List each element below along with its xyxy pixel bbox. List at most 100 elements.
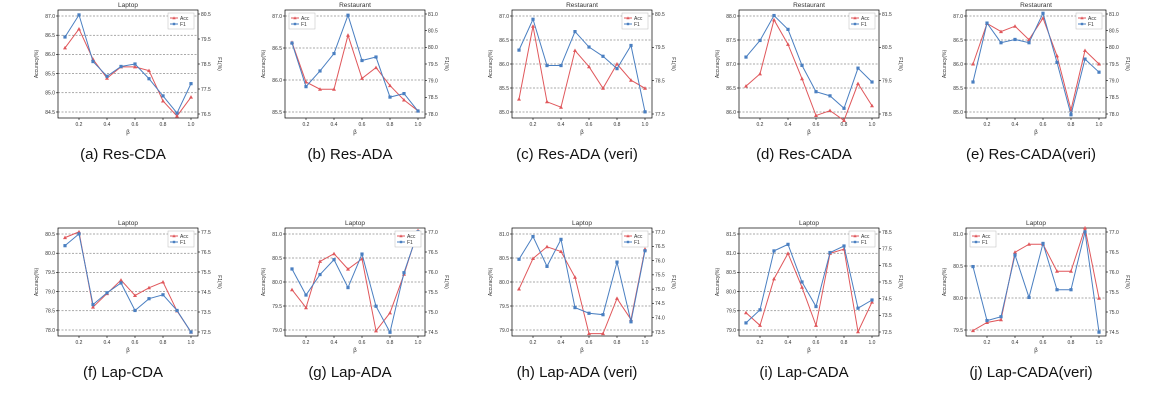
right-tick-label: 78.5 [882, 112, 892, 118]
subplot-caption: (e) Res-CADA(veri) [965, 146, 1096, 163]
x-tick-label: 0.4 [1012, 122, 1019, 128]
left-tick-label: 87.0 [272, 14, 282, 20]
data-point-f1 [1083, 230, 1087, 234]
legend-marker [626, 16, 630, 20]
data-point-acc [147, 68, 151, 73]
legend-label: F1 [634, 240, 640, 246]
legend-label: F1 [861, 240, 867, 246]
x-axis-label: β [353, 130, 357, 136]
right-tick-label: 75.5 [428, 290, 438, 296]
data-point-acc [1097, 296, 1101, 300]
data-point-f1 [559, 63, 563, 68]
left-tick-label: 79.5 [45, 270, 55, 276]
y-axis-label-right: F1(%) [443, 57, 449, 71]
series-line-f1 [64, 232, 192, 333]
x-tick-label: 0.8 [160, 122, 167, 128]
x-tick-label: 0.8 [387, 122, 394, 128]
data-point-f1 [91, 302, 95, 307]
data-point-f1 [133, 62, 137, 66]
data-point-f1 [1055, 288, 1059, 292]
data-point-f1 [999, 41, 1003, 45]
data-point-f1 [531, 234, 535, 239]
x-tick-label: 0.2 [76, 122, 83, 128]
data-point-f1 [573, 305, 577, 310]
series-line-acc [745, 248, 873, 334]
data-point-f1 [388, 95, 392, 99]
data-point-f1 [985, 21, 989, 25]
y-axis-label-right: F1(%) [216, 275, 222, 289]
left-tick-label: 85.0 [953, 110, 963, 116]
data-point-acc [999, 29, 1003, 34]
data-point-f1 [175, 111, 179, 115]
legend-label: Acc [982, 234, 991, 240]
data-point-acc [814, 113, 818, 118]
data-point-f1 [744, 55, 748, 59]
chart-title: Restaurant [339, 2, 371, 9]
right-tick-label: 79.5 [428, 62, 438, 68]
x-tick-label: 0.8 [1068, 340, 1075, 346]
x-tick-label: 1.0 [188, 122, 195, 128]
left-tick-label: 80.5 [499, 256, 509, 262]
data-point-acc [91, 305, 95, 309]
left-tick-label: 79.0 [272, 328, 282, 334]
right-tick-label: 74.5 [882, 296, 892, 302]
data-point-f1 [374, 55, 378, 59]
data-point-f1 [1055, 60, 1059, 64]
right-tick-label: 74.5 [655, 301, 665, 307]
data-point-f1 [119, 281, 123, 285]
series-line-f1 [518, 17, 646, 112]
data-point-f1 [1013, 37, 1017, 42]
right-tick-label: 76.0 [655, 258, 665, 264]
right-tick-label: 79.5 [655, 45, 665, 51]
y-axis-label-left: Accuracy(%) [261, 49, 267, 78]
data-point-acc [531, 256, 535, 261]
data-point-acc [629, 78, 633, 82]
data-point-acc [786, 42, 790, 46]
data-point-f1 [161, 293, 165, 297]
left-tick-label: 86.0 [726, 110, 736, 116]
left-tick-label: 81.5 [726, 232, 736, 238]
left-tick-label: 80.0 [499, 280, 509, 286]
x-tick-label: 0.8 [614, 122, 621, 128]
data-point-acc [318, 259, 322, 263]
right-tick-label: 76.0 [1109, 270, 1119, 276]
x-tick-label: 0.6 [813, 122, 820, 128]
subplot-caption: (i) Lap-CADA [759, 364, 849, 381]
right-tick-label: 77.5 [201, 87, 211, 93]
left-tick-label: 80.0 [45, 251, 55, 257]
right-tick-label: 72.5 [882, 330, 892, 336]
left-tick-label: 87.0 [953, 14, 963, 20]
data-point-f1 [643, 249, 647, 253]
x-axis-label: β [126, 348, 130, 354]
legend-marker [626, 234, 630, 238]
data-point-acc [999, 317, 1003, 322]
right-tick-label: 76.5 [428, 250, 438, 256]
right-tick-label: 75.5 [882, 280, 892, 286]
data-point-f1 [629, 320, 633, 324]
data-point-acc [1027, 242, 1031, 246]
data-point-acc [1041, 16, 1045, 20]
data-point-acc [374, 328, 378, 333]
subplot-caption: (f) Lap-CDA [82, 364, 164, 381]
left-tick-label: 86.0 [272, 78, 282, 84]
right-tick-label: 77.0 [655, 230, 665, 236]
data-point-f1 [189, 82, 193, 86]
legend-marker [853, 240, 857, 244]
x-tick-label: 0.6 [813, 340, 820, 346]
right-tick-label: 77.0 [1109, 230, 1119, 236]
right-tick-label: 78.0 [428, 112, 438, 118]
data-point-f1 [318, 69, 322, 73]
right-tick-label: 76.5 [1109, 250, 1119, 256]
subplot-h: Laptop 79.0 79.5 80.0 80.5 81.0 73.5 74.0 74.5 75… [472, 218, 682, 400]
y-axis-label-right: F1(%) [897, 275, 903, 289]
data-point-acc [800, 76, 804, 81]
x-tick-label: 0.6 [1040, 340, 1047, 346]
left-tick-label: 86.5 [726, 86, 736, 92]
chart-title: Restaurant [1020, 2, 1052, 9]
data-point-acc [133, 293, 137, 297]
data-point-acc [1013, 250, 1017, 254]
data-point-acc [1083, 48, 1087, 52]
data-point-acc [615, 62, 619, 66]
data-point-f1 [346, 285, 350, 290]
data-point-f1 [786, 242, 790, 246]
